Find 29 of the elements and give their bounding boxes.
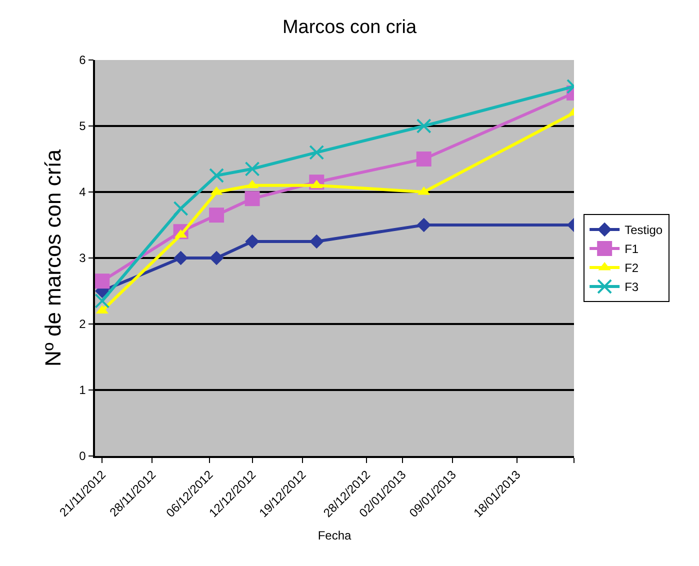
legend-label: Testigo <box>624 223 663 238</box>
chart-title: Marcos con cria <box>282 17 417 38</box>
point <box>245 234 260 249</box>
y-tick-label: 1 <box>79 383 86 398</box>
point <box>244 161 260 176</box>
point <box>244 191 260 206</box>
point <box>95 274 110 289</box>
legend-label: F2 <box>624 261 639 276</box>
y-tick-label: 6 <box>79 53 86 68</box>
point <box>174 250 188 266</box>
point <box>173 201 188 216</box>
point <box>416 118 432 134</box>
y-tick-label: 3 <box>79 251 86 266</box>
y-tick-label: 4 <box>79 185 86 200</box>
point <box>309 234 324 249</box>
point <box>209 168 224 183</box>
y-axis-title: Nº de marcos con cría <box>40 148 66 367</box>
point <box>209 250 224 266</box>
x-axis-title: Fecha <box>318 528 352 542</box>
y-tick-label: 0 <box>79 449 86 464</box>
point <box>416 218 432 232</box>
legend-label: F1 <box>624 242 639 256</box>
point <box>209 208 224 223</box>
point <box>95 293 110 308</box>
point <box>309 144 324 160</box>
y-tick-label: 2 <box>79 317 86 332</box>
point <box>416 152 432 166</box>
legend-label: F3 <box>624 280 639 294</box>
y-tick-label: 5 <box>79 119 86 134</box>
